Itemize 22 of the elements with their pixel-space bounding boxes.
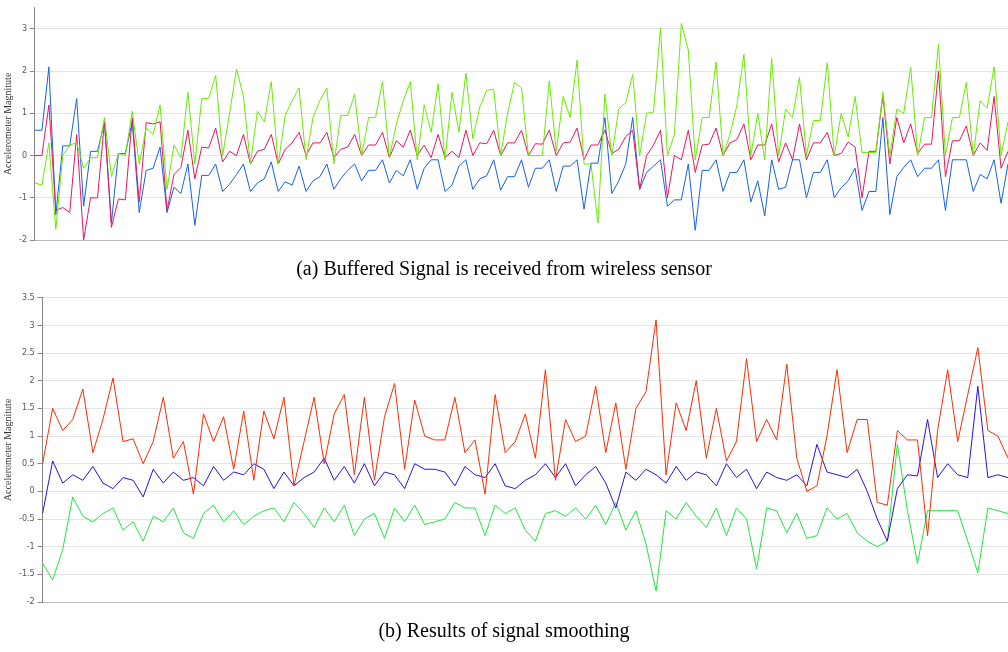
text: (b) Results of signal smoothing	[378, 619, 630, 643]
y-tick-label: 2	[29, 375, 35, 385]
y-tick-label: 0	[29, 486, 35, 496]
y-tick-label: -2	[26, 597, 35, 607]
y-tick-label: 3	[29, 320, 35, 330]
y-axis-title: Accelerometer Magnitute	[1, 72, 13, 176]
y-tick-label: -0.5	[19, 514, 35, 524]
y-tick-label: -1	[26, 541, 35, 551]
y-tick-label: -1.5	[19, 569, 35, 579]
y-tick-label: 1	[29, 431, 35, 441]
y-tick-label: 2	[21, 66, 27, 76]
y-tick-label: -1	[18, 192, 27, 202]
y-tick-label: 3	[21, 23, 27, 33]
y-tick-label: 2.5	[21, 348, 35, 358]
text: (a) Buffered Signal is received from wireless sensor	[296, 257, 713, 281]
y-tick-label: -2	[18, 235, 27, 245]
y-tick-label: 1.5	[21, 403, 35, 413]
y-axis-title: Accelerometer Magnitute	[1, 398, 13, 502]
y-tick-label: 1	[21, 108, 27, 118]
y-tick-label: 3.5	[21, 292, 35, 302]
y-tick-label: 0.5	[21, 458, 35, 468]
y-tick-label: 0	[21, 150, 27, 160]
